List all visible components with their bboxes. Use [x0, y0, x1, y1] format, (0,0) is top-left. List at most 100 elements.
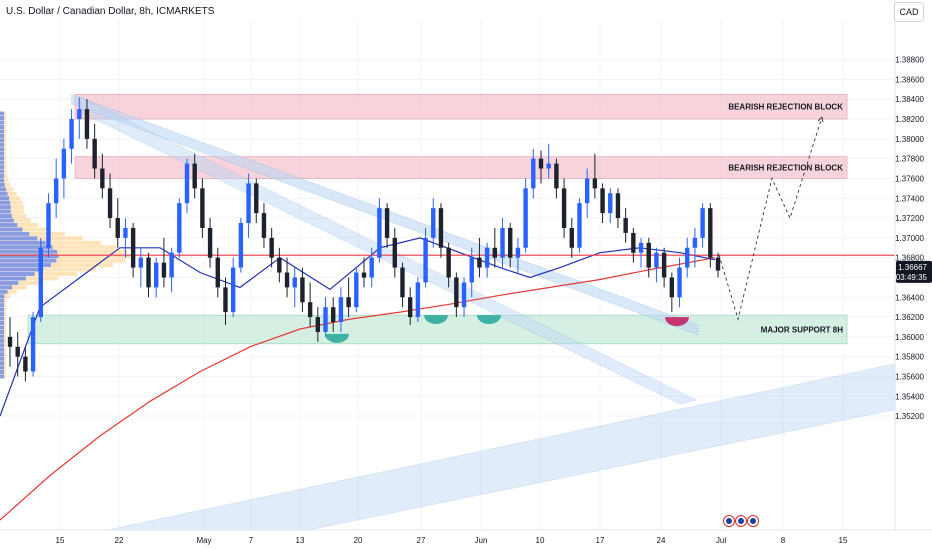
candle-body — [307, 302, 313, 318]
y-tick-label: 1.37800 — [895, 155, 924, 164]
volume-bar — [0, 236, 38, 241]
volume-bar — [0, 191, 8, 196]
candle-body — [200, 188, 205, 228]
event-flag-icon-core — [726, 518, 732, 524]
volume-bar — [0, 187, 14, 192]
volume-bar — [0, 329, 4, 334]
candle-body — [215, 257, 220, 288]
volume-bar — [0, 258, 126, 263]
swing-low-marker — [424, 315, 449, 325]
candle-body — [130, 227, 136, 268]
y-tick-label: 1.36200 — [895, 313, 924, 322]
volume-bar — [0, 321, 4, 326]
candle-body — [492, 247, 498, 258]
y-tick-label: 1.35600 — [895, 373, 924, 382]
volume-bar — [0, 218, 14, 223]
candle-body — [346, 297, 351, 308]
candle-body — [361, 272, 367, 278]
candle-body — [169, 252, 174, 278]
candle-body — [454, 277, 459, 308]
volume-bar — [0, 129, 4, 134]
volume-bar — [0, 231, 66, 236]
volume-bar — [0, 205, 11, 210]
volume-bar — [0, 133, 4, 138]
volume-bar — [0, 352, 4, 357]
x-tick-label: 17 — [596, 536, 605, 545]
volume-bar — [0, 312, 4, 317]
y-tick-label: 1.38600 — [895, 75, 924, 84]
y-tick-label: 1.35400 — [895, 392, 924, 401]
volume-profile — [0, 111, 131, 379]
volume-bar — [0, 169, 4, 174]
event-flag-icon-core — [738, 518, 744, 524]
volume-bar — [0, 236, 83, 241]
candle-body — [377, 208, 382, 258]
volume-bar — [0, 138, 4, 143]
candle-body — [400, 267, 405, 298]
candle-body — [38, 247, 43, 318]
volume-bar — [0, 285, 27, 290]
volume-bar — [0, 285, 13, 290]
candle-body — [315, 317, 321, 332]
candle-body — [123, 227, 128, 238]
candle-body — [138, 257, 144, 268]
candle-body — [7, 336, 13, 347]
candle-body — [438, 208, 444, 248]
volume-bar — [0, 365, 4, 370]
projection-path — [718, 116, 823, 321]
candle-body — [115, 218, 120, 238]
candle-body — [154, 262, 159, 288]
volume-bar — [0, 307, 4, 312]
candle-body — [69, 119, 74, 149]
candle-body — [431, 208, 436, 238]
candle-body — [338, 297, 344, 323]
volume-bar — [0, 173, 4, 178]
volume-bar — [0, 147, 4, 152]
candle-body — [323, 307, 328, 332]
volume-bar — [0, 196, 21, 201]
volume-bar — [0, 361, 4, 366]
volume-bar — [0, 156, 4, 161]
y-tick-label: 1.37400 — [895, 194, 924, 203]
x-tick-label: 22 — [115, 536, 124, 545]
volume-bar — [0, 218, 31, 223]
volume-bar — [0, 178, 9, 183]
candle-body — [107, 188, 113, 219]
candle-body — [92, 138, 97, 169]
ascending-channel — [59, 355, 932, 541]
candle-body — [61, 148, 67, 179]
candle-body — [146, 257, 151, 288]
candle-body — [277, 257, 282, 273]
x-tick-label: 24 — [657, 536, 666, 545]
candle-body — [23, 356, 28, 372]
candle-body — [446, 247, 451, 278]
volume-bar — [0, 205, 24, 210]
candle-body — [515, 247, 521, 258]
candle-body — [53, 178, 59, 204]
volume-bar — [0, 254, 131, 259]
candle-body — [30, 317, 36, 372]
volume-bar — [0, 374, 4, 379]
candle-body — [161, 262, 167, 278]
candle-body — [469, 257, 474, 283]
candle-body — [569, 227, 574, 248]
candle-body — [423, 237, 428, 283]
volume-bar — [0, 294, 10, 299]
candle-body — [207, 227, 213, 258]
candle-body — [646, 242, 651, 268]
price-tag-value: 1.36667 — [898, 263, 927, 272]
candle-body — [77, 109, 82, 120]
volume-bar — [0, 258, 57, 263]
zone-label: MAJOR SUPPORT 8H — [761, 325, 843, 334]
volume-bar — [0, 254, 59, 259]
volume-bar — [0, 338, 4, 343]
x-tick-label: 20 — [354, 536, 363, 545]
currency-label[interactable]: CAD — [894, 2, 924, 22]
symbol-title[interactable]: U.S. Dollar / Canadian Dollar, 8h, ICMAR… — [6, 6, 215, 17]
candle-body — [484, 247, 490, 268]
volume-bar — [0, 294, 5, 299]
candle-body — [623, 218, 628, 233]
volume-bar — [0, 120, 4, 125]
candle-body — [369, 257, 374, 278]
